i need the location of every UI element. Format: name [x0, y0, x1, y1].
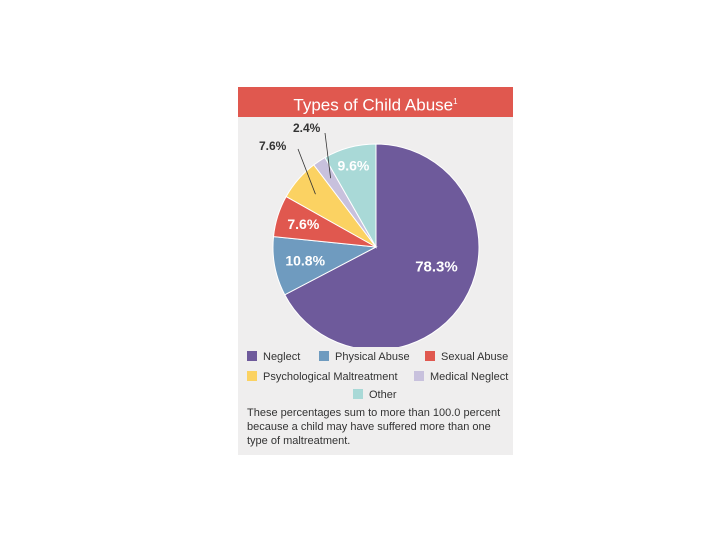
footnote-text: These percentages sum to more than 100.0…	[247, 407, 501, 447]
legend-item-other: Other	[353, 387, 397, 403]
pie-slices	[272, 143, 480, 347]
legend-swatch-psychological-maltreatment	[247, 371, 257, 381]
leader-line-psychological-maltreatment	[297, 148, 316, 195]
pie-slice-neglect	[284, 143, 480, 347]
pie-label-neglect: 78.3%	[415, 258, 458, 275]
leader-line-medical-neglect	[324, 132, 332, 179]
legend-item-sexual-abuse: Sexual Abuse	[425, 349, 508, 365]
legend-swatch-sexual-abuse	[425, 351, 435, 361]
legend-label-neglect: Neglect	[263, 351, 301, 363]
legend-label-medical-neglect: Medical Neglect	[430, 371, 509, 383]
legend-row-2: Psychological Maltreatment Medical Negle…	[238, 369, 513, 385]
pie-label-physical-abuse: 10.8%	[285, 253, 325, 269]
chart-title: Types of Child Abuse	[293, 95, 454, 115]
pie-label-sexual-abuse: 7.6%	[287, 216, 319, 232]
legend-swatch-physical-abuse	[319, 351, 329, 361]
legend-item-physical-abuse: Physical Abuse	[319, 349, 410, 365]
legend-swatch-medical-neglect	[414, 371, 424, 381]
legend-item-neglect: Neglect	[247, 349, 300, 365]
pie-slice-other	[324, 143, 377, 249]
legend-item-psychological-maltreatment: Psychological Maltreatment	[247, 369, 398, 385]
pie-chart: 78.3% 10.8% 7.6% 7.6% 2.4% 9.6%	[259, 121, 480, 347]
legend-swatch-other	[353, 389, 363, 399]
label-leader-lines	[297, 132, 332, 195]
legend-label-sexual-abuse: Sexual Abuse	[441, 351, 509, 363]
legend-label-physical-abuse: Physical Abuse	[335, 351, 410, 363]
legend-row-1: Neglect Physical Abuse Sexual Abuse	[238, 349, 513, 365]
pie-label-other: 9.6%	[337, 157, 369, 173]
legend-row-3: Other	[238, 387, 513, 403]
legend-item-medical-neglect: Medical Neglect	[414, 369, 508, 385]
pie-label-psychological-maltreatment: 7.6%	[259, 139, 287, 153]
legend-label-other: Other	[369, 389, 397, 401]
infographic-card: Types of Child Abuse1 78.3% 10.8% 7.6% 7.6%…	[238, 87, 513, 455]
pie-labels: 78.3% 10.8% 7.6% 7.6% 2.4% 9.6%	[259, 121, 458, 275]
chart-title-bar: Types of Child Abuse1	[238, 87, 513, 117]
legend-label-psychological-maltreatment: Psychological Maltreatment	[263, 371, 398, 383]
pie-label-medical-neglect: 2.4%	[293, 121, 321, 135]
title-footnote-marker: 1	[453, 97, 458, 106]
legend-swatch-neglect	[247, 351, 257, 361]
